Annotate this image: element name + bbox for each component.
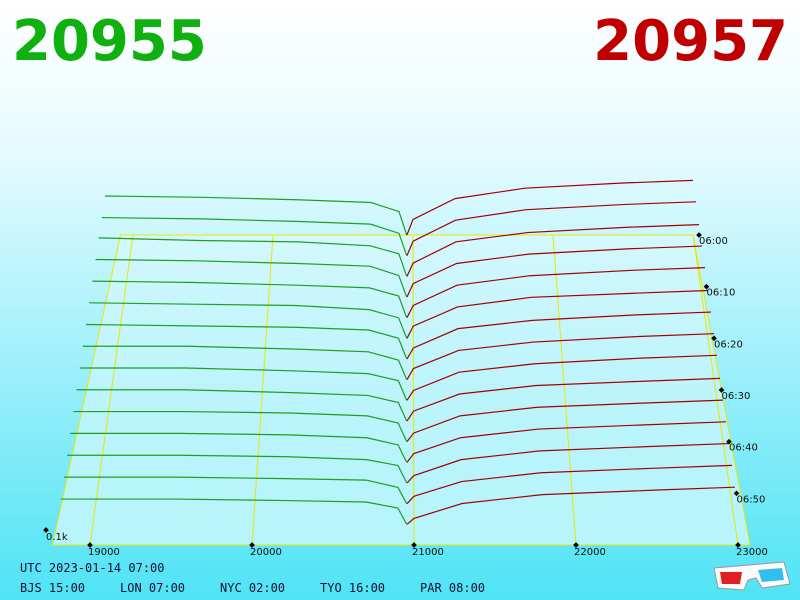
ask-depth-line xyxy=(406,289,709,339)
ask-depth-line xyxy=(406,377,721,422)
bid-depth-line xyxy=(95,258,408,298)
price-tick xyxy=(249,542,255,548)
ask-depth-line xyxy=(406,354,718,401)
price-tick xyxy=(411,542,417,548)
ask-depth-line xyxy=(406,399,724,443)
time-tick-label: 06:00 xyxy=(699,236,728,247)
floor xyxy=(51,234,751,546)
price-grid-line xyxy=(251,234,274,546)
city-clock: NYC 02:00 xyxy=(220,581,285,595)
bid-depth-line xyxy=(89,302,408,339)
city-clock: BJS 15:00 xyxy=(20,581,85,595)
bid-depth-line xyxy=(67,454,408,484)
ask-depth-line xyxy=(406,201,697,256)
bid-depth-line xyxy=(70,432,408,463)
bid-depth-line xyxy=(79,367,408,401)
3d-glasses-icon[interactable] xyxy=(713,561,791,591)
red-lens xyxy=(720,572,742,584)
city-clock: TYO 16:00 xyxy=(320,581,385,595)
bid-depth-line xyxy=(73,410,408,442)
time-tick-label: 06:40 xyxy=(729,443,758,454)
time-tick xyxy=(711,335,717,342)
time-tick-label: 06:50 xyxy=(737,494,766,505)
z-tick-label: 0.1k xyxy=(46,532,68,543)
floor-plane xyxy=(51,234,751,546)
bid-depth-line xyxy=(63,476,408,504)
time-tick xyxy=(733,490,740,497)
bid-depth-line xyxy=(82,345,408,380)
time-tick-label: 06:20 xyxy=(714,339,743,350)
x-tick-label: 19000 xyxy=(88,547,120,558)
time-tick xyxy=(718,387,725,393)
ask-depth-line xyxy=(406,442,730,484)
ask-depth-line xyxy=(406,223,700,277)
bid-depth-line xyxy=(101,216,408,256)
ask-depth-line xyxy=(406,421,727,463)
bid-depth-line xyxy=(86,323,408,360)
best-bid: 20955 xyxy=(12,9,207,74)
best-ask: 20957 xyxy=(593,9,788,74)
time-tick-label: 06:10 xyxy=(707,288,736,299)
bid-depth-line xyxy=(104,195,408,236)
price-tick xyxy=(735,542,741,548)
ask-depth-line xyxy=(406,464,733,505)
x-tick-label: 23000 xyxy=(736,547,768,558)
ask-depth-line xyxy=(406,266,706,318)
ask-depth-line xyxy=(406,333,715,380)
x-tick-label: 21000 xyxy=(412,547,444,558)
city-clock: LON 07:00 xyxy=(120,581,185,595)
ask-depth-line xyxy=(406,311,712,360)
x-tick-label: 20000 xyxy=(250,547,282,558)
city-clocks: BJS 15:00 LON 07:00 NYC 02:00 TYO 16:00 PAR … xyxy=(20,581,485,595)
city-clock: PAR 08:00 xyxy=(420,581,485,595)
z-tick xyxy=(43,527,49,533)
axes: 19000 20000 21000 22000 23000 06:00 06:10 06:20… xyxy=(43,232,768,558)
bid-depth-line xyxy=(76,389,408,422)
bid-depth-line xyxy=(92,280,408,318)
ask-depth-line xyxy=(406,179,694,236)
ask-depth-line xyxy=(406,486,736,525)
time-tick xyxy=(726,438,732,445)
time-tick xyxy=(696,232,702,238)
bid-depth-line xyxy=(60,498,408,525)
price-grid-line xyxy=(692,234,739,546)
utc-clock: UTC 2023-01-14 07:00 xyxy=(20,561,165,575)
time-tick xyxy=(703,283,710,290)
time-tick-label: 06:30 xyxy=(722,391,751,402)
price-tick xyxy=(573,542,579,548)
cyan-lens xyxy=(758,568,784,582)
depth-lines xyxy=(60,179,736,525)
bid-depth-line xyxy=(98,237,408,277)
ask-depth-line xyxy=(406,245,703,298)
price-tick xyxy=(87,542,93,548)
x-tick-label: 22000 xyxy=(574,547,606,558)
